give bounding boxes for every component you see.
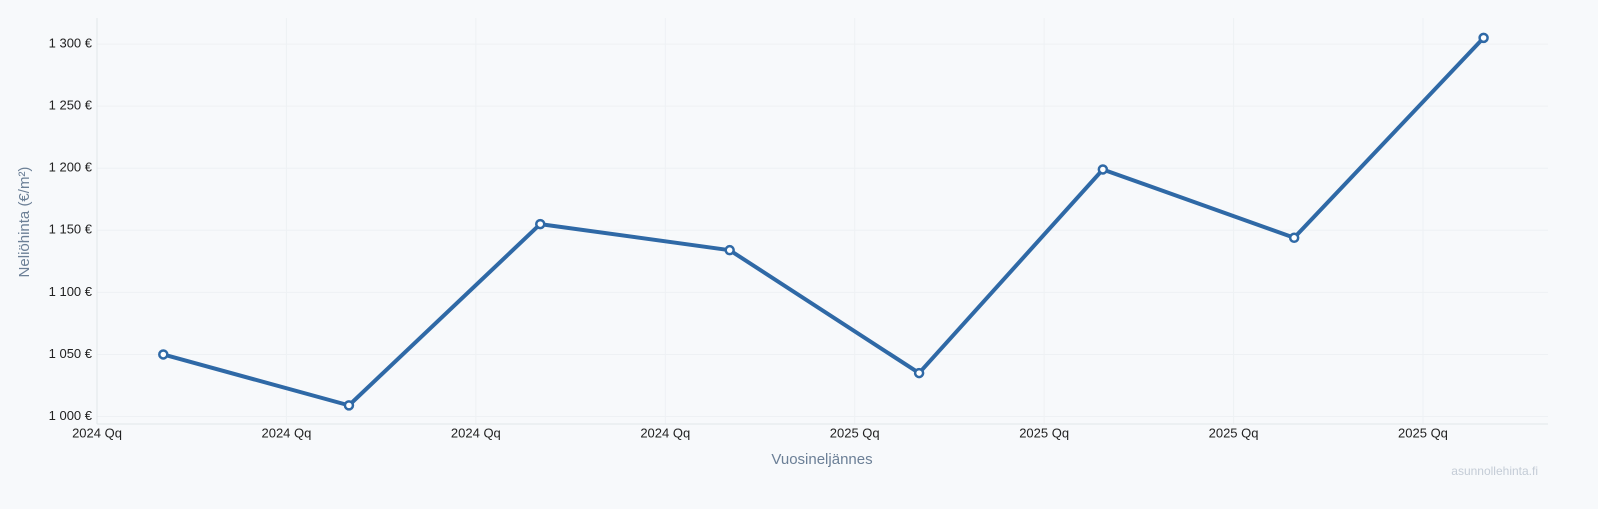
x-tick-label: 2025 Qq: [1019, 425, 1069, 440]
x-axis-title: Vuosineljännes: [771, 451, 872, 468]
y-tick-label: 1 000 €: [49, 408, 93, 423]
y-tick-label: 1 150 €: [49, 222, 93, 237]
y-axis-title: Neliöhinta (€/m²): [16, 167, 33, 278]
y-tick-label: 1 300 €: [49, 36, 93, 51]
line: [162, 36, 1486, 408]
point: [913, 367, 925, 379]
y-tick-label: 1 050 €: [49, 346, 93, 361]
y-tick-label: 1 250 €: [49, 98, 93, 113]
y-tick-label: 1 100 €: [49, 284, 93, 299]
x-tick-label: 2025 Qq: [1209, 425, 1259, 440]
x-tick-label: 2024 Qq: [640, 425, 690, 440]
x-tick-label: 2025 Qq: [830, 425, 880, 440]
watermark: asunnollehinta.fi: [1451, 464, 1538, 478]
point: [1478, 32, 1489, 44]
x-tick-label: 2024 Qq: [72, 425, 122, 440]
y-tick-label: 1 200 €: [49, 160, 93, 175]
x-tick-label: 2025 Qq: [1398, 425, 1448, 440]
point: [158, 349, 169, 360]
x-tick-label: 2024 Qq: [451, 425, 501, 440]
point: [535, 218, 546, 230]
x-tick-label: 2024 Qq: [261, 425, 311, 440]
point: [1097, 164, 1109, 175]
point: [1288, 232, 1300, 244]
point: [724, 244, 735, 256]
point: [343, 400, 355, 411]
